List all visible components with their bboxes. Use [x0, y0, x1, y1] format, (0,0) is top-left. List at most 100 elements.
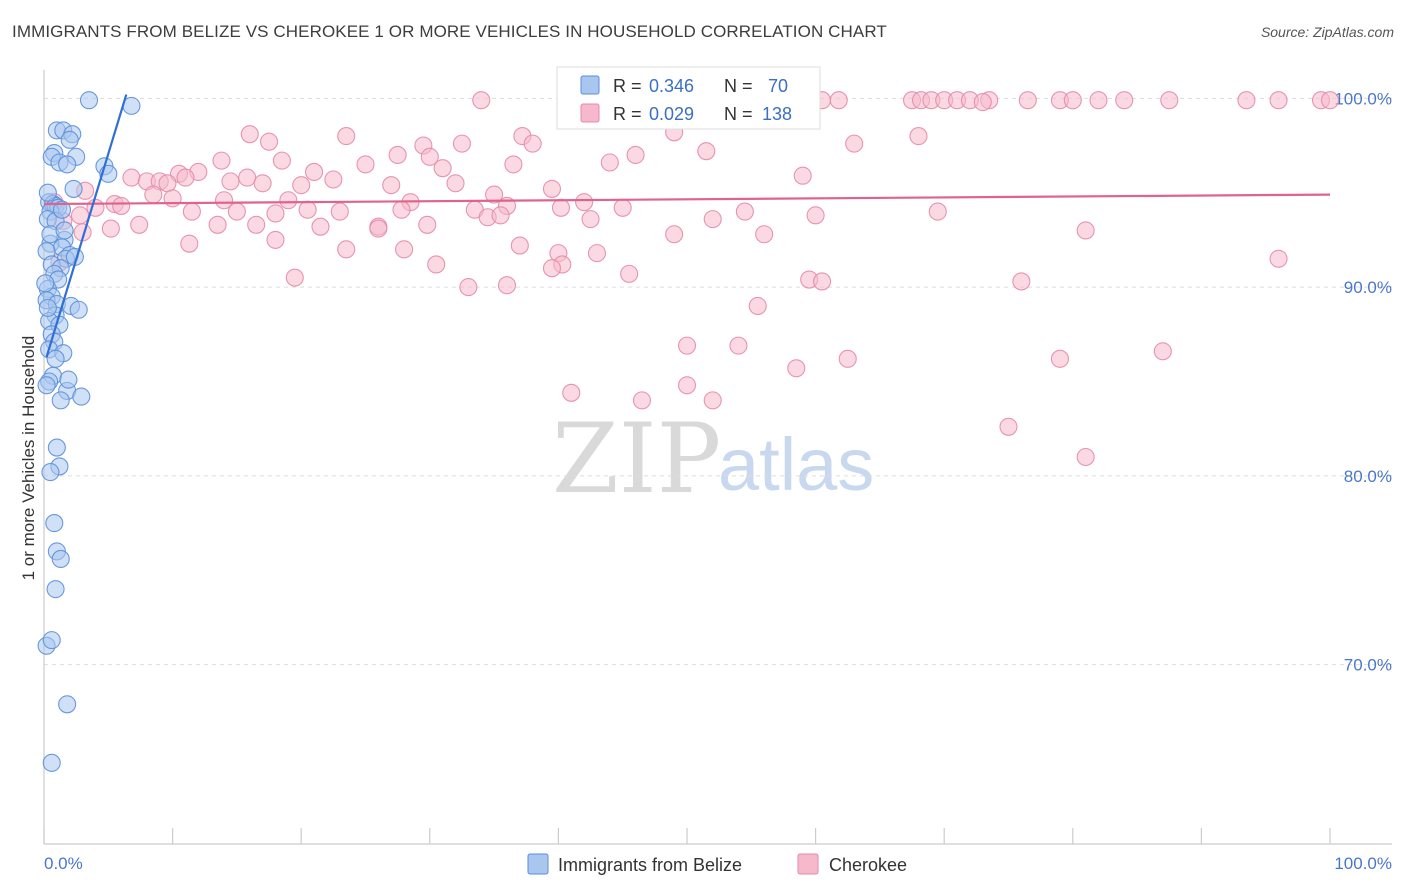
cherokee-point-114 [497, 276, 517, 295]
cherokee-point-41 [272, 151, 291, 170]
cherokee-point-135 [491, 206, 510, 225]
cherokee-point-15 [1018, 91, 1037, 110]
cherokee-point-62 [793, 166, 812, 185]
legend-cherokee-swatch [797, 853, 819, 875]
belize-point-5 [60, 130, 79, 149]
cherokee-point-53 [382, 176, 401, 195]
source-credit: Source: ZipAtlas.com [1260, 24, 1394, 40]
cherokee-point-85 [928, 202, 947, 221]
cherokee-point-82 [613, 198, 632, 217]
belize-point-46 [72, 387, 91, 406]
belize-point-47 [51, 391, 70, 410]
belize-point-65 [38, 298, 57, 317]
cherokee-point-83 [735, 202, 754, 221]
cherokee-point-61 [542, 179, 562, 198]
cherokee-point-31 [259, 132, 279, 151]
legend-cherokee-label: Cherokee [829, 855, 907, 875]
cherokee-point-19 [1115, 91, 1134, 110]
belize-point-67 [59, 370, 78, 389]
watermark-zip: ZIP [552, 403, 721, 515]
bottom-legend: Immigrants from Belize Cherokee [527, 853, 907, 875]
trend-lines [43, 94, 1331, 358]
belize-trend-line [45, 94, 128, 358]
stats-legend: R = 0.346 N = 70 R = 0.029 N = 138 [556, 66, 821, 130]
cherokee-point-46 [600, 153, 619, 172]
cherokee-point-120 [748, 296, 767, 316]
cherokee-point-106 [1076, 221, 1095, 240]
y-tick-label-100: 100.0% [1334, 89, 1392, 108]
cherokee-point-68 [485, 185, 504, 204]
belize-swatch [580, 75, 600, 95]
cherokee-point-134 [279, 191, 298, 210]
cherokee-point-25 [973, 93, 992, 112]
cherokee-point-104 [587, 244, 607, 263]
cherokee-point-60 [446, 174, 465, 193]
cherokee-point-81 [551, 198, 571, 217]
cherokee-point-131 [999, 417, 1018, 436]
cherokee-point-51 [292, 176, 311, 195]
cherokee-trend-line [43, 193, 1331, 206]
cherokee-point-64 [144, 185, 163, 204]
cherokee-point-115 [620, 264, 639, 283]
cherokee-point-96 [581, 210, 600, 229]
belize-n-value: 70 [768, 76, 788, 96]
cherokee-n-value: 138 [762, 104, 792, 124]
stats-legend-box [556, 66, 821, 130]
cherokee-point-111 [665, 225, 684, 244]
cherokee-point-112 [285, 268, 304, 287]
cherokee-point-43 [356, 155, 375, 174]
belize-point-60 [42, 753, 61, 772]
cherokee-point-132 [1076, 447, 1095, 467]
belize-point-50 [47, 438, 66, 457]
cherokee-point-100 [395, 240, 414, 259]
belize-r-value: 0.346 [649, 76, 694, 96]
y-tick-label-90: 90.0% [1344, 278, 1392, 297]
cherokee-point-107 [180, 234, 199, 253]
cherokee-point-42 [305, 162, 324, 181]
cherokee-point-125 [1050, 349, 1069, 368]
cherokee-point-124 [838, 349, 857, 368]
cherokee-point-128 [632, 391, 652, 410]
cherokee-point-52 [324, 170, 343, 189]
cherokee-point-129 [677, 376, 697, 395]
cherokee-point-17 [1063, 91, 1082, 110]
x-axis-ticks [43, 828, 1331, 844]
cherokee-point-33 [452, 134, 472, 153]
cherokee-point-110 [542, 259, 562, 278]
chart-title: IMMIGRANTS FROM BELIZE VS CHEROKEE 1 OR … [12, 22, 887, 41]
cherokee-point-130 [703, 391, 722, 410]
cherokee-points [45, 91, 1340, 467]
cherokee-point-77 [330, 202, 349, 221]
cherokee-point-72 [112, 196, 131, 215]
belize-point-53 [45, 514, 64, 533]
belize-point-55 [51, 549, 70, 568]
belize-point-61 [38, 183, 57, 202]
cherokee-point-73 [182, 202, 201, 221]
cherokee-point-119 [1269, 249, 1288, 268]
cherokee-point-59 [221, 172, 240, 191]
cherokee-point-30 [909, 127, 928, 146]
belize-point-59 [58, 695, 77, 714]
watermark-atlas: atlas [718, 423, 874, 506]
cherokee-point-74 [227, 202, 246, 221]
cherokee-r-label: R = [613, 104, 642, 124]
cherokee-swatch [580, 103, 600, 123]
cherokee-point-20 [1237, 91, 1256, 110]
y-tick-label-80: 80.0% [1344, 467, 1392, 486]
cherokee-point-57 [158, 174, 177, 193]
cherokee-point-26 [240, 125, 259, 144]
cherokee-point-58 [176, 168, 195, 187]
cherokee-point-34 [523, 134, 542, 153]
belize-point-44 [46, 349, 65, 368]
cherokee-point-44 [433, 159, 452, 178]
cherokee-point-69 [575, 193, 594, 212]
cherokee-point-91 [247, 215, 266, 234]
cherokee-point-23 [1320, 91, 1340, 110]
cherokee-point-37 [626, 145, 645, 165]
cherokee-point-7 [829, 91, 848, 110]
belize-point-13 [64, 179, 83, 198]
belize-n-label: N = [724, 76, 753, 96]
cherokee-point-45 [504, 155, 523, 174]
cherokee-point-24 [1160, 91, 1179, 110]
cherokee-point-78 [392, 200, 411, 219]
